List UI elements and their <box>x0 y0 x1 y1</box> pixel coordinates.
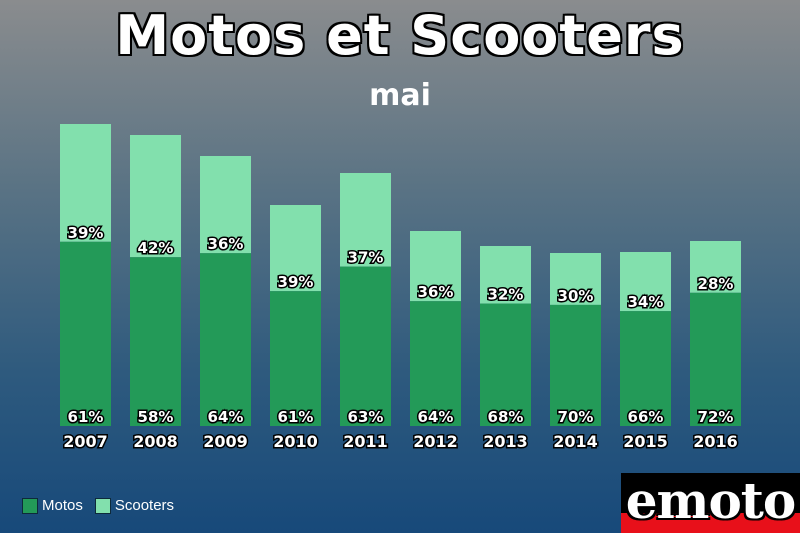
bar-scooters-2011 <box>340 173 391 267</box>
x-tick-2015: 2015 <box>623 432 668 451</box>
legend-swatch-scooters <box>94 497 111 514</box>
label-motos-2012: 64% <box>418 408 454 426</box>
label-scooters-2008: 42% <box>138 239 174 257</box>
x-tick-2014: 2014 <box>553 432 598 451</box>
label-motos-2009: 64% <box>208 408 244 426</box>
bar-motos-2015 <box>620 311 671 426</box>
legend-label-motos: Motos <box>42 497 83 514</box>
logo-red-band <box>621 513 800 533</box>
label-motos-2011: 63% <box>348 408 384 426</box>
bar-scooters-2015 <box>620 252 671 312</box>
emoto-logo: emoto <box>621 473 800 533</box>
label-scooters-2015: 34% <box>628 293 664 311</box>
bar-scooters-2014 <box>550 253 601 305</box>
bar-motos-2008 <box>130 257 181 426</box>
label-scooters-2010: 39% <box>278 273 314 291</box>
label-scooters-2016: 28% <box>698 275 734 293</box>
legend-item-motos: Motos <box>22 497 83 514</box>
bar-motos-2009 <box>200 253 251 426</box>
bar-motos-2016 <box>690 292 741 426</box>
bar-motos-2011 <box>340 266 391 426</box>
legend: Motos Scooters <box>22 497 186 514</box>
bar-motos-2012 <box>410 301 461 426</box>
label-scooters-2007: 39% <box>68 224 104 242</box>
bar-scooters-2007 <box>60 124 111 242</box>
bar-scooters-2009 <box>200 156 251 254</box>
label-motos-2013: 68% <box>488 408 524 426</box>
label-motos-2014: 70% <box>558 408 594 426</box>
x-tick-2010: 2010 <box>273 432 318 451</box>
legend-item-scooters: Scooters <box>94 497 175 514</box>
bar-motos-2010 <box>270 291 321 426</box>
bar-scooters-2008 <box>130 135 181 258</box>
label-scooters-2012: 36% <box>418 283 454 301</box>
label-scooters-2013: 32% <box>488 286 524 304</box>
bar-motos-2007 <box>60 241 111 426</box>
label-scooters-2009: 36% <box>208 235 244 253</box>
label-motos-2007: 61% <box>68 408 104 426</box>
x-tick-2011: 2011 <box>343 432 388 451</box>
legend-label-scooters: Scooters <box>114 497 175 514</box>
logo-text: emoto <box>625 473 797 530</box>
stacked-bar-chart: 39% 61% 2007 42% 58% 2008 36% 64% 2009 39% 61% 2010… <box>60 124 741 453</box>
label-scooters-2011: 37% <box>348 249 384 267</box>
x-tick-2009: 2009 <box>203 432 248 451</box>
x-tick-2016: 2016 <box>693 432 738 451</box>
label-motos-2008: 58% <box>138 408 174 426</box>
legend-swatch-motos <box>22 497 38 514</box>
label-motos-2010: 61% <box>278 408 314 426</box>
bar-scooters-2013 <box>480 246 531 304</box>
bar-scooters-2012 <box>410 231 461 302</box>
bar-scooters-2010 <box>270 205 321 292</box>
label-motos-2015: 66% <box>628 408 664 426</box>
chart-title: Motos et Scooters <box>115 4 685 67</box>
bar-scooters-2016 <box>690 241 741 293</box>
label-motos-2016: 72% <box>698 408 734 426</box>
label-scooters-2014: 30% <box>558 287 594 305</box>
x-tick-2007: 2007 <box>63 432 108 451</box>
bar-motos-2013 <box>480 303 531 426</box>
x-tick-2008: 2008 <box>133 432 178 451</box>
x-tick-2013: 2013 <box>483 432 528 451</box>
x-tick-2012: 2012 <box>413 432 458 451</box>
chart-subtitle: mai <box>369 78 431 113</box>
bar-motos-2014 <box>550 304 601 426</box>
